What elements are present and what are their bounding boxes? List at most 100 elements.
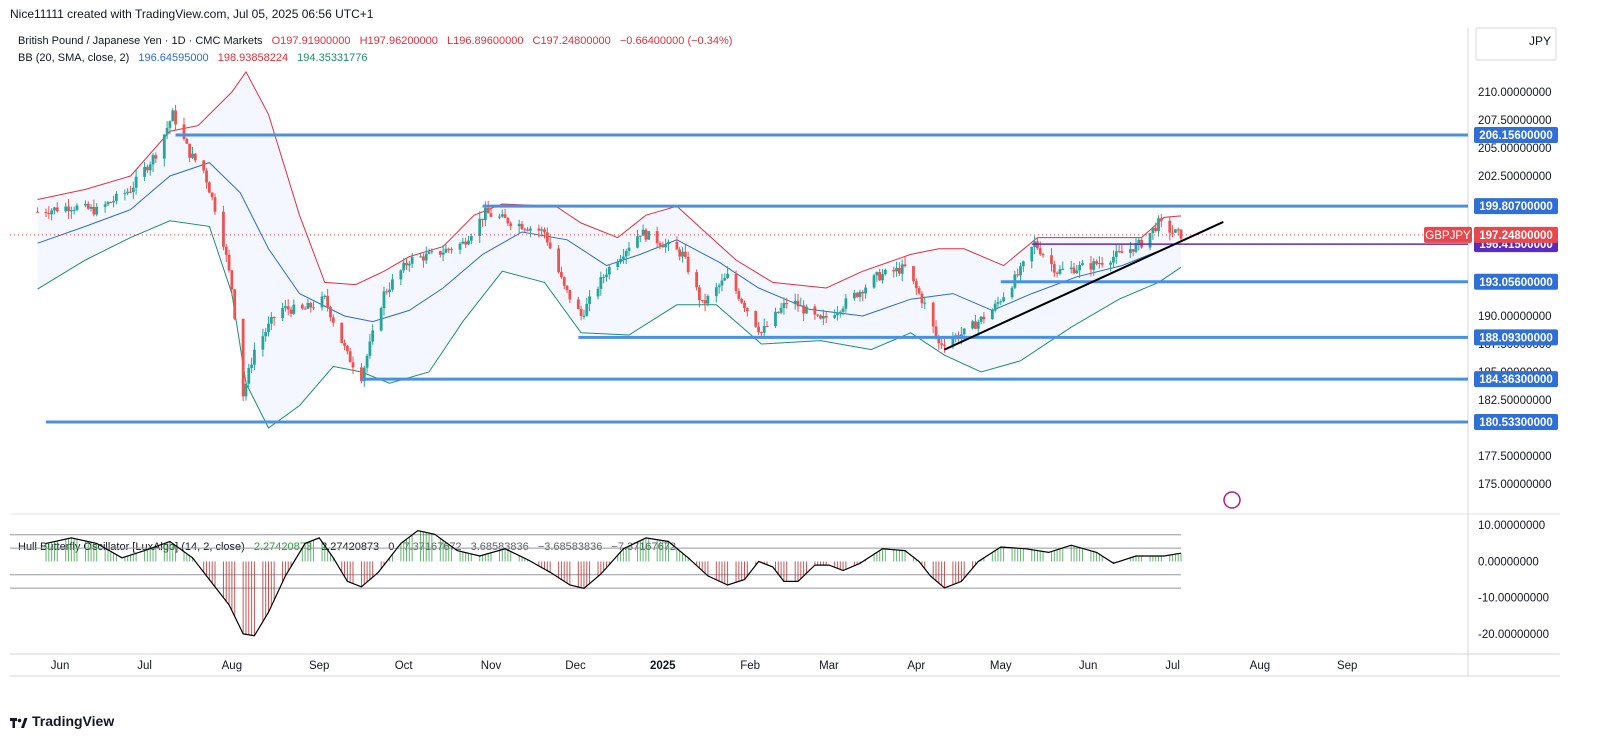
candle [360, 367, 363, 382]
candle [720, 280, 724, 286]
alert-icon [1223, 491, 1241, 509]
candle [171, 110, 175, 122]
candle [793, 300, 797, 305]
candle [976, 321, 980, 329]
candle [526, 229, 530, 231]
candle [269, 317, 273, 324]
candle [805, 306, 808, 314]
change-value: −0.66400000 (−0.34%) [619, 35, 733, 47]
candle [1081, 263, 1084, 266]
candle [233, 289, 237, 319]
price-tick-label: 210.00000000 [1478, 87, 1552, 99]
candle [765, 326, 769, 328]
candle [329, 307, 332, 318]
candle [64, 206, 68, 212]
level-tag [1474, 414, 1558, 431]
candle [802, 305, 806, 314]
candle [427, 251, 431, 254]
price-tick-label: 205.00000000 [1478, 143, 1552, 155]
candle [1078, 265, 1082, 271]
candle [351, 362, 355, 368]
candle [103, 204, 107, 207]
candle [658, 243, 662, 246]
candle [75, 205, 79, 210]
candle [1117, 251, 1121, 253]
candle [1061, 268, 1065, 270]
candle [191, 153, 194, 158]
candle [562, 277, 566, 286]
candle [838, 311, 842, 313]
candle [241, 318, 245, 397]
candle [974, 321, 977, 329]
candle [371, 330, 375, 342]
symbol-tag-label: GBPJPY [1425, 230, 1471, 242]
candle [1157, 218, 1160, 231]
candle [69, 210, 73, 212]
candle [1010, 287, 1014, 298]
candle [833, 315, 837, 318]
candle [478, 218, 482, 237]
candle [714, 287, 718, 296]
candle [1016, 274, 1020, 276]
candle [979, 316, 983, 322]
candle [362, 367, 366, 382]
candle [1097, 262, 1101, 264]
candle [951, 338, 955, 346]
candle [419, 256, 422, 258]
osc-tick-label: -20.00000000 [1478, 629, 1549, 641]
candle [67, 206, 70, 212]
candle [148, 164, 152, 171]
candle [647, 231, 651, 240]
candle [444, 248, 448, 253]
time-tick-label: Feb [740, 660, 760, 672]
candle [934, 326, 938, 337]
candle [1092, 261, 1096, 270]
time-tick-label: May [990, 660, 1012, 672]
candle [999, 301, 1003, 303]
candle [602, 277, 606, 279]
candle [379, 308, 383, 331]
candle [1058, 269, 1062, 274]
symbol-tag [1424, 226, 1472, 243]
candle [545, 232, 549, 243]
candle [382, 291, 386, 309]
candle [627, 247, 631, 251]
candle [405, 262, 408, 266]
price-tick-label: 207.50000000 [1478, 115, 1552, 127]
candle [106, 202, 110, 205]
candle [824, 316, 828, 318]
candle [740, 299, 744, 303]
candle [624, 250, 628, 257]
candle [188, 143, 192, 158]
candle [568, 290, 572, 300]
candle [644, 229, 648, 240]
osc-value-3: 0 [388, 541, 395, 553]
candle [881, 274, 884, 281]
candle [990, 310, 994, 320]
candle [486, 207, 490, 214]
candle [621, 256, 625, 259]
price-tick-label: 177.50000000 [1478, 451, 1552, 463]
candle [596, 288, 600, 297]
osc-value-2: 2.27420873 [321, 541, 380, 553]
candle [1120, 251, 1124, 253]
candle [1154, 227, 1158, 231]
candle [813, 306, 817, 315]
candle [441, 252, 445, 255]
candle [681, 251, 684, 257]
candle [222, 211, 225, 247]
candle [931, 302, 935, 327]
candle [207, 182, 211, 193]
candle [438, 251, 442, 255]
osc-tick-label: 10.00000000 [1478, 520, 1545, 532]
time-tick-label: Sep [309, 660, 329, 672]
candle [1109, 262, 1113, 265]
candle [816, 314, 820, 316]
candle [320, 296, 324, 308]
candle [1072, 267, 1076, 274]
candle [523, 229, 527, 231]
candle [112, 200, 115, 203]
candle [844, 298, 848, 309]
osc-tick-label: -10.00000000 [1478, 593, 1549, 605]
